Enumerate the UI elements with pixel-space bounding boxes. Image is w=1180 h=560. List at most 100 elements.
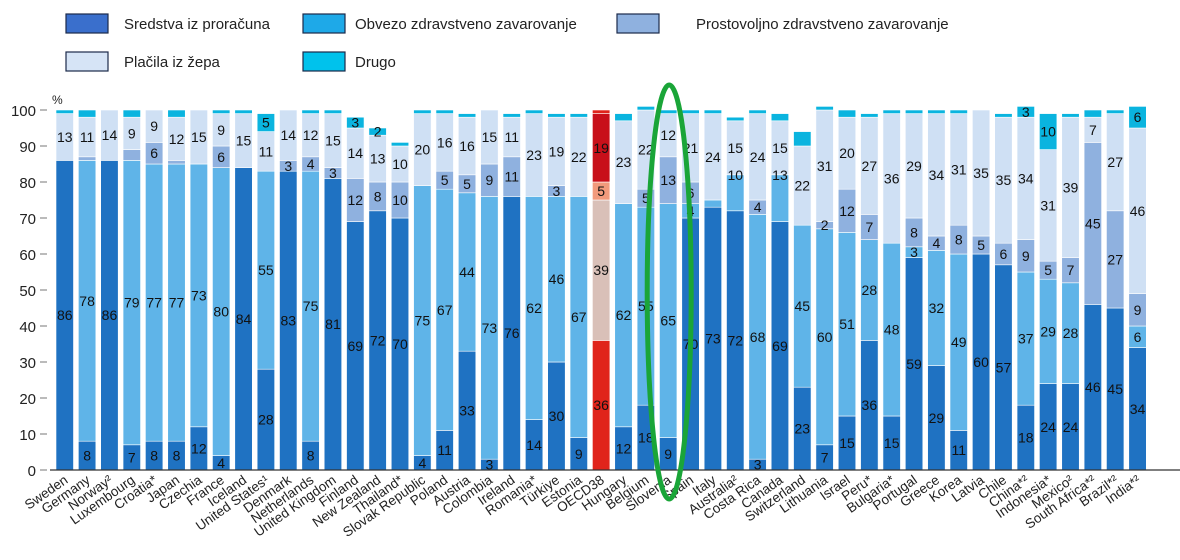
bar-value-label: 22 <box>795 178 811 194</box>
bar-value-label: 86 <box>57 307 73 323</box>
legend-swatch <box>617 14 659 33</box>
bar-value-label: 6 <box>1134 329 1142 345</box>
bar-value-label: 28 <box>862 282 878 298</box>
legend-label: Prostovoljno zdravstveno zavarovanje <box>696 16 949 33</box>
bar-value-label: 14 <box>348 145 364 161</box>
bar-value-label: 83 <box>280 313 296 329</box>
bar-value-label: 23 <box>795 421 811 437</box>
bar-value-label: 75 <box>415 313 431 329</box>
bar-value-label: 19 <box>593 140 609 156</box>
bar-value-label: 27 <box>862 158 878 174</box>
bar-value-label: 80 <box>213 304 229 320</box>
bar-segment <box>861 114 879 118</box>
bar-value-label: 24 <box>1063 419 1079 435</box>
bar-value-label: 16 <box>459 138 475 154</box>
bar-segment <box>525 110 543 114</box>
bar-segment <box>391 142 409 146</box>
bar-value-label: 81 <box>325 316 341 332</box>
bar-value-label: 9 <box>1022 248 1030 264</box>
y-tick-label: 50 <box>19 283 36 300</box>
bar-segment <box>794 132 812 146</box>
bar-value-label: 14 <box>526 437 542 453</box>
bar-value-label: 35 <box>996 172 1012 188</box>
y-tick-label: 70 <box>19 211 36 228</box>
bar-segment <box>123 110 141 117</box>
bar-segment <box>637 106 655 110</box>
bar-value-label: 72 <box>727 332 743 348</box>
y-tick-label: 90 <box>19 139 36 156</box>
bar-value-label: 19 <box>549 143 565 159</box>
bar-value-label: 8 <box>173 448 181 464</box>
bar-value-label: 57 <box>996 359 1012 375</box>
bar-segment <box>771 114 789 121</box>
bar-value-label: 73 <box>191 287 207 303</box>
bar-value-label: 55 <box>258 262 274 278</box>
bar-value-label: 9 <box>1134 302 1142 318</box>
bar-segment <box>615 114 633 121</box>
bar-value-label: 23 <box>616 154 632 170</box>
bar-value-label: 5 <box>441 172 449 188</box>
bar-segment <box>659 110 677 114</box>
bar-value-label: 33 <box>459 403 475 419</box>
bar-value-label: 8 <box>83 448 91 464</box>
y-tick-label: 40 <box>19 319 36 336</box>
bar-value-label: 15 <box>482 129 498 145</box>
bar-value-label: 15 <box>325 133 341 149</box>
legend-swatch <box>303 14 345 33</box>
bar-value-label: 12 <box>348 192 364 208</box>
bar-value-label: 15 <box>727 140 743 156</box>
bar-segment <box>883 110 901 114</box>
bar-value-label: 4 <box>418 455 426 471</box>
bar-value-label: 15 <box>884 435 900 451</box>
bar-value-label: 9 <box>575 446 583 462</box>
bar-value-label: 10 <box>392 156 408 172</box>
bar-value-label: 9 <box>664 446 672 462</box>
bar-value-label: 78 <box>79 293 95 309</box>
bar-value-label: 13 <box>57 129 73 145</box>
bar-value-label: 27 <box>1107 154 1123 170</box>
bar-value-label: 29 <box>906 158 922 174</box>
bar-segment <box>749 110 767 114</box>
bar-value-label: 12 <box>660 127 676 143</box>
bar-value-label: 45 <box>795 298 811 314</box>
y-tick-label: 10 <box>19 427 36 444</box>
y-tick-label: 80 <box>19 175 36 192</box>
bar-value-label: 8 <box>955 232 963 248</box>
bar-value-label: 15 <box>839 435 855 451</box>
bar-value-label: 8 <box>150 448 158 464</box>
y-axis-unit: % <box>52 93 63 107</box>
bar-value-label: 13 <box>772 167 788 183</box>
bar-value-label: 7 <box>865 219 873 235</box>
bar-value-label: 24 <box>1040 419 1056 435</box>
bar-value-label: 14 <box>280 127 296 143</box>
y-tick-label: 100 <box>11 103 36 120</box>
bar-value-label: 11 <box>80 129 95 145</box>
bar-value-label: 28 <box>1063 325 1079 341</box>
chart-legend: Sredstva iz proračuna Obvezo zdravstveno … <box>66 14 949 71</box>
bar-value-label: 3 <box>329 165 337 181</box>
bar-value-label: 3 <box>553 183 561 199</box>
legend-label: Plačila iz žepa <box>124 54 221 71</box>
bar-value-label: 7 <box>1089 122 1097 138</box>
bar-value-label: 75 <box>303 298 319 314</box>
bar-value-label: 31 <box>1040 197 1056 213</box>
bar-value-label: 69 <box>772 338 788 354</box>
bar-value-label: 34 <box>929 167 945 183</box>
bar-value-label: 4 <box>307 156 315 172</box>
bar-segment <box>78 157 96 161</box>
bar-value-label: 29 <box>929 410 945 426</box>
bar-value-label: 7 <box>821 449 829 465</box>
bar-value-label: 2 <box>374 124 382 140</box>
y-tick-label: 30 <box>19 355 36 372</box>
bar-value-label: 60 <box>973 354 989 370</box>
bar-value-label: 23 <box>526 147 542 163</box>
legend-label: Sredstva iz proračuna <box>124 16 271 33</box>
bar-value-label: 9 <box>128 125 136 141</box>
bar-value-label: 6 <box>217 149 225 165</box>
bar-segment <box>704 200 722 207</box>
bar-value-label: 73 <box>705 331 721 347</box>
bar-value-label: 51 <box>839 316 855 332</box>
bar-value-label: 7 <box>128 449 136 465</box>
bar-value-label: 73 <box>482 320 498 336</box>
bar-segment <box>905 110 923 114</box>
